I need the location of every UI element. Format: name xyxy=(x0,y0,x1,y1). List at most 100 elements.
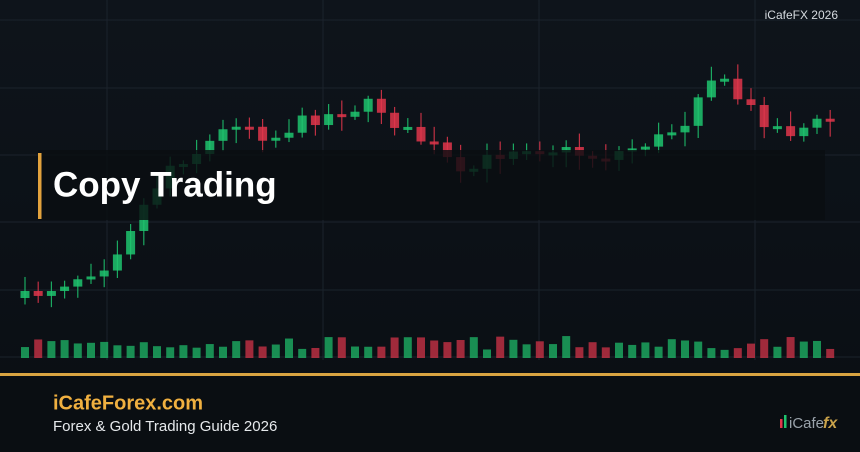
candle-body xyxy=(244,126,254,130)
candle-body xyxy=(297,115,307,133)
candle-body xyxy=(324,114,334,126)
volume-bar xyxy=(826,348,835,358)
logo-bar xyxy=(784,415,787,428)
volume-bar xyxy=(285,338,293,358)
volume-bar xyxy=(509,339,518,358)
volume xyxy=(21,336,835,358)
volume-bar xyxy=(469,337,478,358)
volume-bar xyxy=(615,342,623,358)
title: Copy Trading xyxy=(53,165,277,204)
candle-body xyxy=(310,115,320,126)
volume-bar xyxy=(786,337,795,358)
volume-bar xyxy=(813,340,821,358)
volume-bar xyxy=(773,346,782,358)
volume-bar xyxy=(707,348,716,358)
volume-bar xyxy=(324,337,333,358)
volume-bar xyxy=(153,346,161,358)
logo-accent: fx xyxy=(823,415,838,432)
candle-body xyxy=(73,279,83,287)
volume-bar xyxy=(601,347,610,358)
volume-bar xyxy=(641,342,650,358)
volume-bar xyxy=(588,342,597,358)
volume-bar xyxy=(337,337,346,358)
volume-bar xyxy=(575,347,584,358)
volume-bar xyxy=(562,336,571,358)
footer xyxy=(0,376,860,452)
volume-bar xyxy=(34,339,43,358)
volume-bar xyxy=(179,345,188,358)
logo-brand: iCafe xyxy=(789,415,824,432)
volume-bar xyxy=(73,343,82,358)
candle-body xyxy=(680,125,690,133)
candle-body xyxy=(60,286,70,292)
candle-body xyxy=(33,291,43,296)
volume-bar xyxy=(192,347,201,358)
candle-body xyxy=(640,146,650,150)
volume-bar xyxy=(166,347,175,358)
candle-body xyxy=(786,126,796,137)
volume-bar xyxy=(113,345,122,358)
volume-bar xyxy=(733,348,742,358)
candle-body xyxy=(733,78,743,100)
candle-body xyxy=(442,142,452,158)
candle-body xyxy=(812,118,822,128)
candle-body xyxy=(350,111,360,117)
candle-body xyxy=(693,97,703,126)
candle-body xyxy=(416,126,426,142)
volume-bar xyxy=(100,341,109,358)
volume-bar xyxy=(681,340,689,358)
candle-body xyxy=(99,270,109,277)
candle-body xyxy=(112,254,122,271)
volume-bar xyxy=(377,346,386,358)
candle-body xyxy=(126,231,136,255)
volume-bar xyxy=(694,341,703,358)
candle-body xyxy=(363,98,373,112)
logo: iCafe fx xyxy=(780,415,838,432)
watermark: iCafeFX 2026 xyxy=(765,8,839,22)
volume-bar xyxy=(667,339,676,358)
candle-body xyxy=(403,126,413,130)
volume-bar xyxy=(654,346,663,358)
candle-body xyxy=(654,134,664,147)
candle-body xyxy=(825,118,835,122)
candle-body xyxy=(390,112,400,128)
candle-body xyxy=(759,104,769,128)
volume-bar xyxy=(760,339,769,358)
candle-body xyxy=(218,129,228,141)
volume-bar xyxy=(430,340,439,358)
volume-bar xyxy=(522,344,531,358)
volume-bar xyxy=(483,349,491,358)
volume-bar xyxy=(390,337,399,358)
volume-bar xyxy=(139,342,148,358)
volume-bar xyxy=(443,342,452,358)
volume-bar xyxy=(535,341,544,358)
candle-body xyxy=(746,99,756,105)
volume-bar xyxy=(60,340,69,358)
volume-bar xyxy=(549,344,557,358)
candle-body xyxy=(772,126,782,130)
volume-bar xyxy=(364,346,373,358)
candle-body xyxy=(271,137,281,141)
volume-bar xyxy=(298,348,307,358)
candle-body xyxy=(667,132,677,136)
candle-body xyxy=(46,291,56,296)
candle-body xyxy=(231,126,241,130)
candle-body xyxy=(799,127,809,137)
volume-bar xyxy=(720,349,729,358)
title-box xyxy=(38,150,825,220)
volume-bar xyxy=(417,337,425,358)
candle-body xyxy=(284,132,294,138)
candle-body xyxy=(706,80,716,98)
volume-bar xyxy=(87,342,95,358)
candle-body xyxy=(561,147,571,153)
volume-bar xyxy=(21,347,29,358)
candle-body xyxy=(337,114,347,118)
candle-body xyxy=(429,141,439,145)
volume-bar xyxy=(245,340,254,358)
volume-bar xyxy=(219,346,227,358)
candle-body xyxy=(205,140,215,155)
volume-bar xyxy=(456,340,465,358)
volume-bar xyxy=(628,344,637,358)
